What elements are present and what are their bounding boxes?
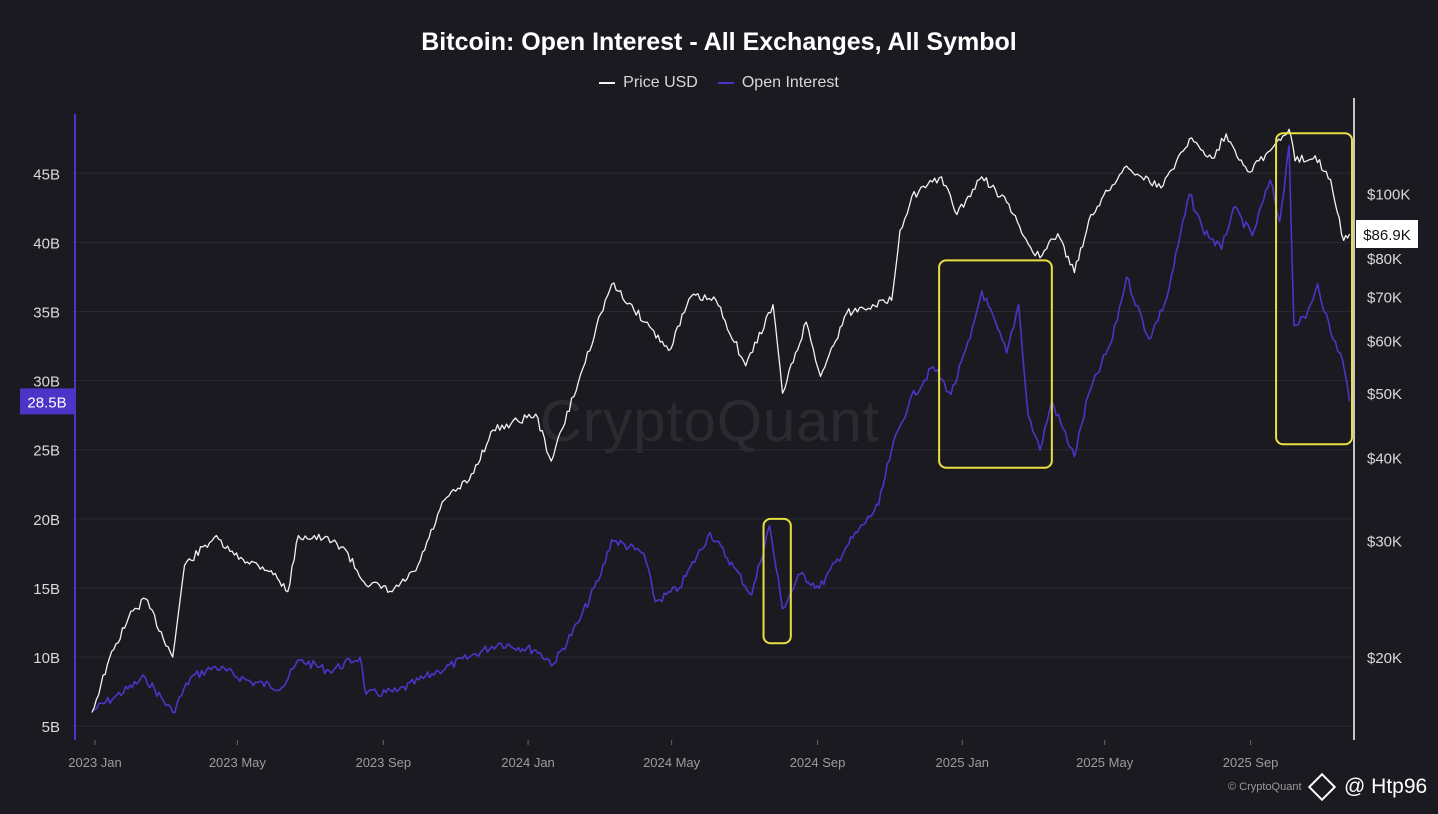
x-tick-label: 2025 Jan (936, 755, 990, 770)
current-price-label: $86.9K (1363, 227, 1411, 244)
x-tick-label: 2023 May (209, 755, 267, 770)
y-right-tick-label: $70K (1367, 289, 1402, 306)
y-right-tick-label: $100K (1367, 187, 1410, 204)
current-oi-label: 28.5B (27, 394, 66, 411)
series-line-open-interest (91, 144, 1351, 714)
legend-label-price: Price USD (623, 74, 698, 91)
x-tick-label: 2023 Sep (355, 755, 411, 770)
highlight-box (1275, 132, 1353, 446)
y-right-tick-label: $50K (1367, 386, 1402, 403)
x-tick-label: 2024 Sep (790, 755, 846, 770)
y-right-tick-label: $40K (1367, 450, 1402, 467)
y-right-tick-label: $80K (1367, 251, 1402, 268)
legend-swatch-open-interest (717, 82, 734, 84)
x-tick-label: 2025 May (1076, 755, 1134, 770)
y-right-tick-label: $20K (1367, 650, 1402, 667)
legend-item-price[interactable]: Price USD (599, 74, 698, 92)
legend-swatch-price (599, 82, 616, 84)
series-line-price (91, 128, 1351, 713)
chart-title: Bitcoin: Open Interest - All Exchanges, … (421, 28, 1017, 56)
legend-label-open-interest: Open Interest (741, 74, 839, 91)
y-right-tick-label: $30K (1367, 533, 1402, 550)
author-handle-text: @ Htp96 (1344, 775, 1428, 798)
legend-item-open-interest[interactable]: Open Interest (717, 74, 839, 92)
x-tick-label: 2024 Jan (501, 755, 555, 770)
x-tick-label: 2024 May (643, 755, 701, 770)
legend: Price USD Open Interest (0, 74, 1438, 92)
watermark: CryptoQuant (540, 389, 880, 454)
y-left-tick-label: 30B (33, 374, 60, 391)
highlight-box (762, 517, 792, 645)
y-left-tick-label: 15B (33, 581, 60, 598)
y-left-tick-label: 20B (33, 512, 60, 529)
current-oi-badge (20, 388, 74, 415)
y-left-tick-label: 40B (33, 235, 60, 252)
x-tick-label: 2023 Jan (68, 755, 122, 770)
y-left-tick-label: 45B (33, 166, 60, 183)
y-left-tick-label: 5B (42, 719, 60, 736)
y-left-tick-label: 35B (33, 305, 60, 322)
current-price-badge (1356, 220, 1418, 249)
author-handle: @ Htp96 (1307, 772, 1428, 802)
highlight-box (938, 259, 1053, 469)
credit-text: © CryptoQuant (1228, 781, 1302, 793)
y-right-tick-label: $60K (1367, 334, 1402, 351)
y-left-tick-label: 25B (33, 443, 60, 460)
x-tick-label: 2025 Sep (1223, 755, 1279, 770)
binance-logo-icon (1307, 772, 1337, 802)
y-left-tick-label: 10B (33, 650, 60, 667)
